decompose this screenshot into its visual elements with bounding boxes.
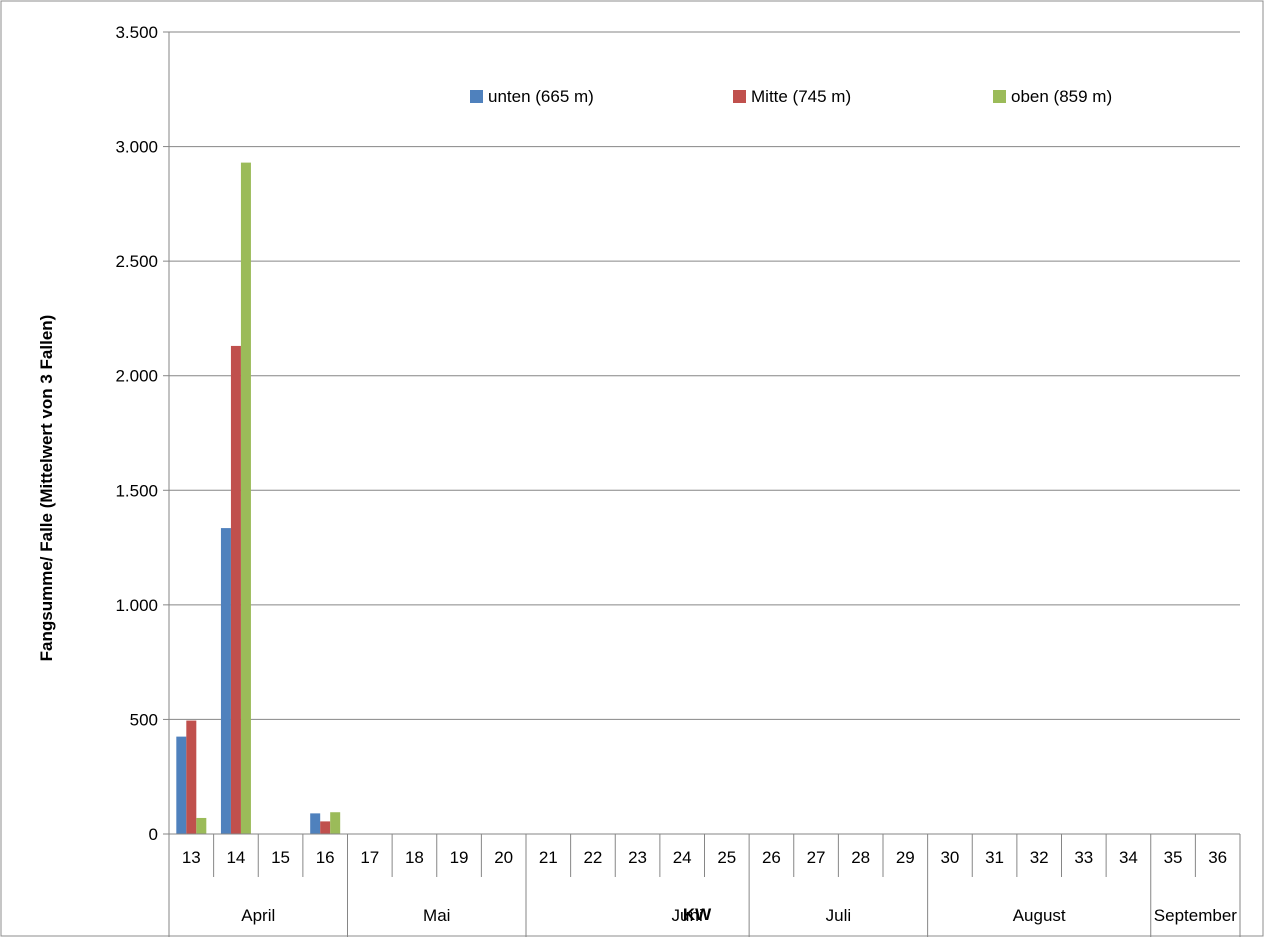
x-tick-label: 29 (896, 848, 915, 867)
legend: unten (665 m) Mitte (745 m) oben (859 m) (470, 87, 1112, 106)
y-tick-label: 3.500 (115, 23, 158, 42)
bar (196, 817, 207, 834)
x-tick-label: 27 (807, 848, 826, 867)
bar (310, 813, 321, 834)
bar (230, 345, 241, 834)
x-tick-label: 25 (717, 848, 736, 867)
bar (330, 812, 341, 834)
x-tick-label: 35 (1164, 848, 1183, 867)
x-tick-label: 13 (182, 848, 201, 867)
y-tick-label: 0 (149, 825, 158, 844)
x-tick-label: 17 (360, 848, 379, 867)
x-tick-label: 24 (673, 848, 692, 867)
x-tick-label: 31 (985, 848, 1004, 867)
y-tick-label: 1.500 (115, 481, 158, 500)
x-tick-label: 23 (628, 848, 647, 867)
x-tick-label: 18 (405, 848, 424, 867)
x-month-label: August (1013, 906, 1066, 925)
x-tick-label: 20 (494, 848, 513, 867)
x-axis-label: KW (683, 905, 712, 924)
x-month-label: Juni (672, 906, 703, 925)
x-tick-label: 28 (851, 848, 870, 867)
x-tick-label: 32 (1030, 848, 1049, 867)
gridlines (169, 31, 1240, 720)
x-tick-label: 30 (940, 848, 959, 867)
x-tick-label: 16 (316, 848, 335, 867)
x-tick-label: 22 (583, 848, 602, 867)
x-tick-label: 15 (271, 848, 290, 867)
x-tick-label: 33 (1074, 848, 1093, 867)
bar (240, 162, 251, 834)
x-month-label: Mai (423, 906, 450, 925)
legend-label: Mitte (745 m) (751, 87, 851, 106)
x-month-label: Juli (826, 906, 852, 925)
y-tick-label: 2.000 (115, 367, 158, 386)
y-axis-label: Fangsumme/ Falle (Mittelwert von 3 Falle… (37, 315, 56, 662)
legend-swatch (733, 90, 746, 103)
y-tick-label: 2.500 (115, 252, 158, 271)
x-tick-label: 14 (226, 848, 245, 867)
x-month-label: April (241, 906, 275, 925)
bar (176, 736, 187, 834)
axes: 0 500 1.000 1.500 2.000 2.500 3.000 3.500 13 14 15… (115, 23, 1241, 937)
y-tick-label: 500 (130, 710, 158, 729)
legend-swatch (993, 90, 1006, 103)
bar (320, 821, 331, 834)
x-tick-label: 21 (539, 848, 558, 867)
x-tick-label: 34 (1119, 848, 1138, 867)
legend-label: oben (859 m) (1011, 87, 1112, 106)
x-tick-label: 36 (1208, 848, 1227, 867)
bars (176, 162, 341, 834)
x-month-label: September (1154, 906, 1237, 925)
x-tick-label: 26 (762, 848, 781, 867)
y-tick-label: 3.000 (115, 138, 158, 157)
legend-label: unten (665 m) (488, 87, 594, 106)
bar (186, 720, 197, 834)
x-tick-label: 19 (450, 848, 469, 867)
legend-swatch (470, 90, 483, 103)
y-tick-label: 1.000 (115, 596, 158, 615)
bar (220, 528, 231, 834)
